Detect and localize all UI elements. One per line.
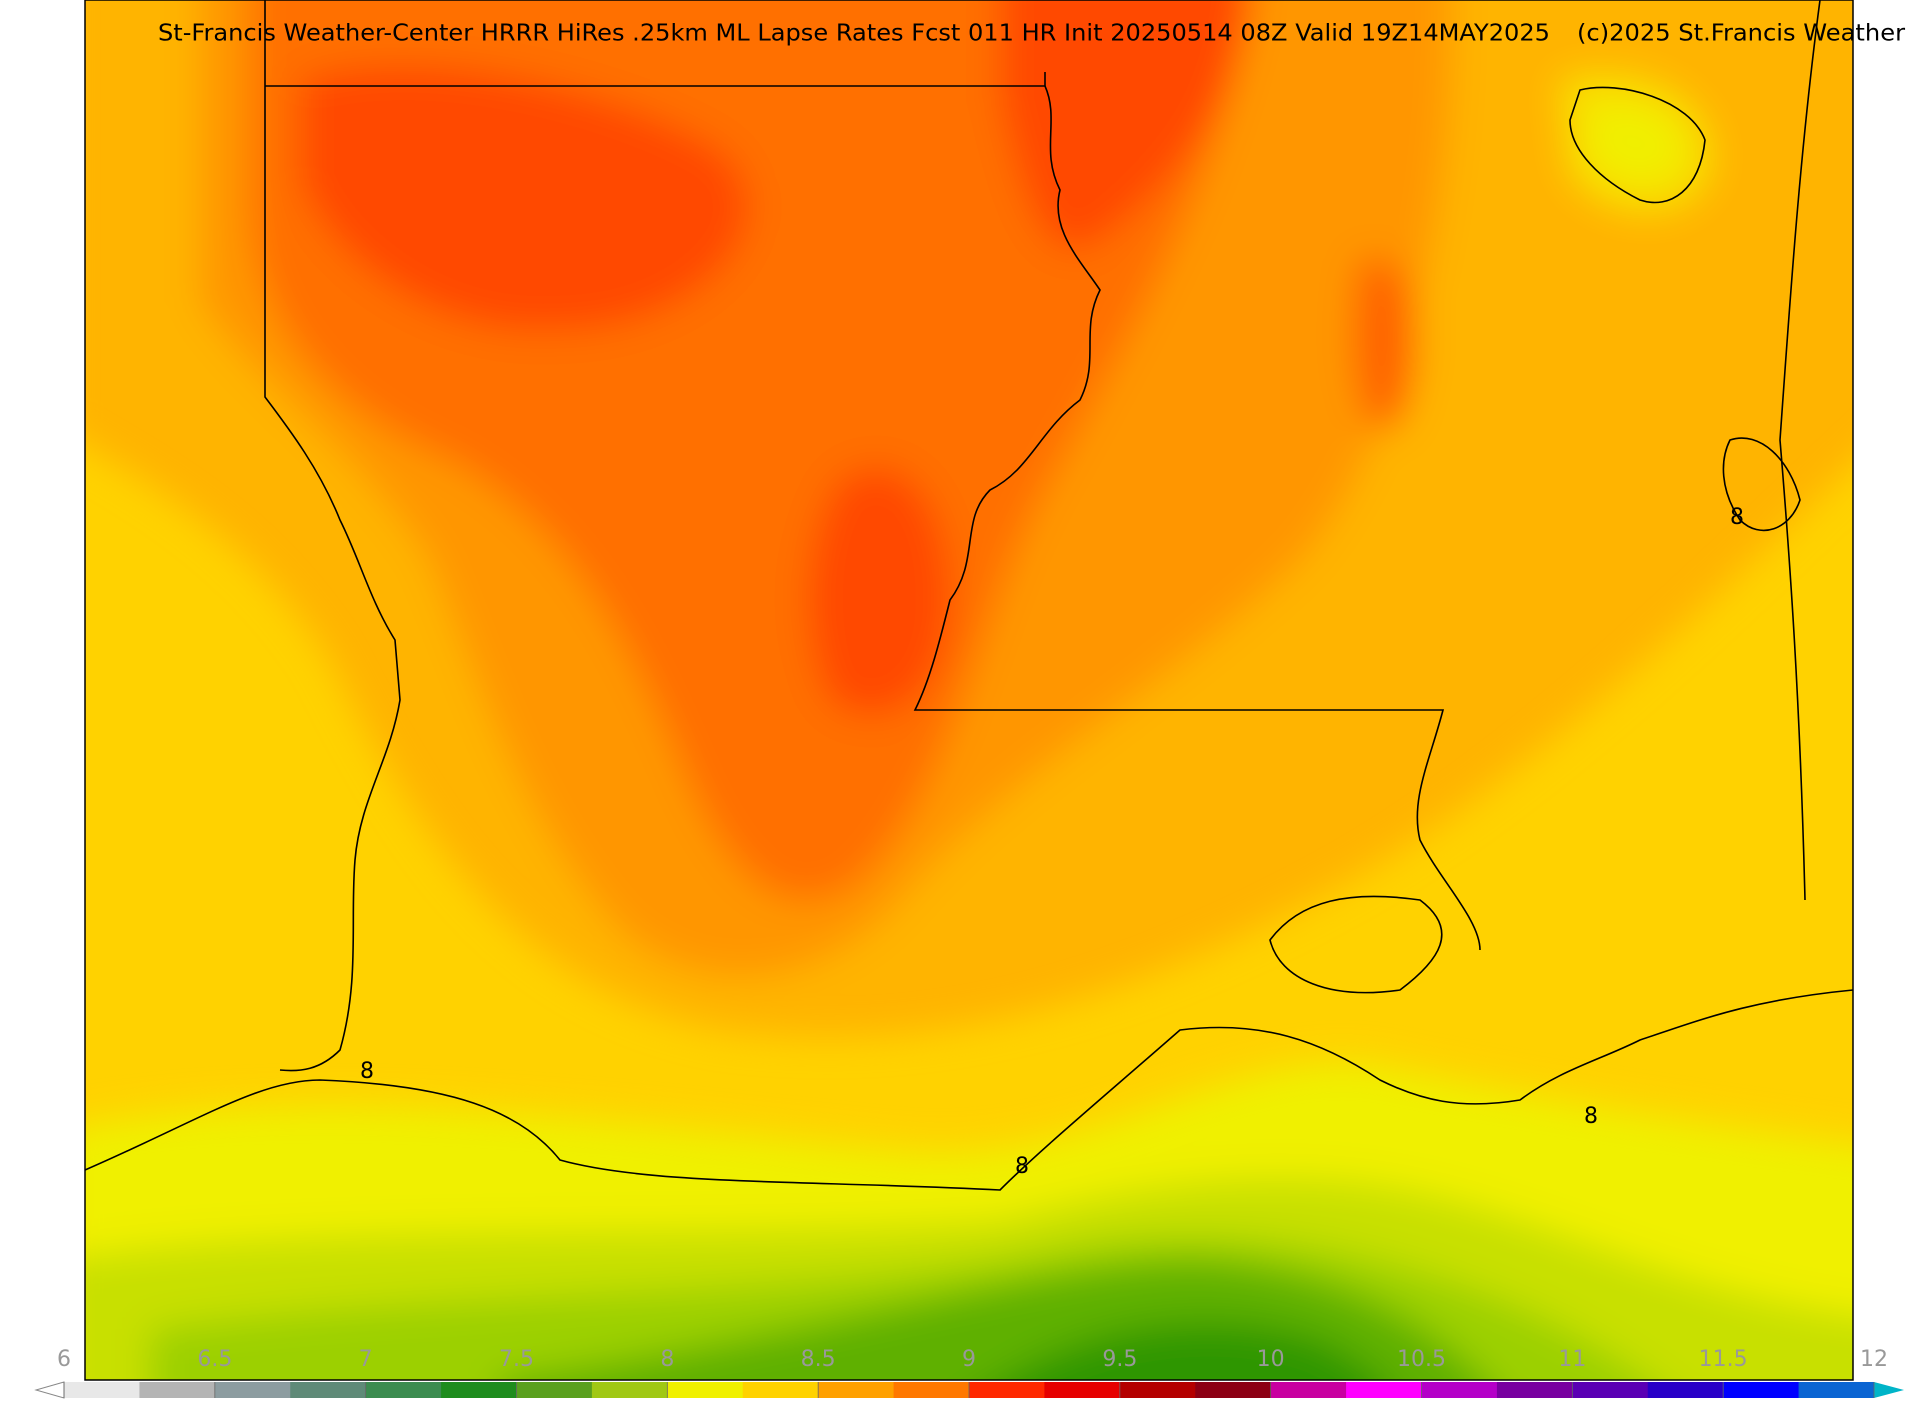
colorbar-tick-label: 9.5 — [1102, 1347, 1137, 1372]
colorbar-tick-label: 10 — [1257, 1347, 1285, 1372]
colorbar-segment — [1723, 1382, 1800, 1398]
colorbar-tick-label: 8 — [660, 1347, 674, 1372]
colorbar-tick-label: 7.5 — [499, 1347, 534, 1372]
colorbar-segment — [1647, 1382, 1724, 1398]
colorbar-segment — [290, 1382, 367, 1398]
colorbar-segment — [818, 1382, 895, 1398]
colorbar-segment — [1270, 1382, 1347, 1398]
colorbar-segment — [1346, 1382, 1422, 1398]
colorbar-segment — [365, 1382, 442, 1398]
field-shading — [85, 0, 1853, 1380]
field — [85, 0, 1853, 1380]
colorbar-segment — [214, 1382, 291, 1398]
colorbar-segment — [1798, 1382, 1875, 1398]
map-title: St-Francis Weather-Center HRRR HiRes .25… — [158, 21, 1550, 47]
colorbar-segment — [1195, 1382, 1272, 1398]
contour-label: 8 — [1730, 505, 1744, 530]
colorbar-tick-label: 7 — [359, 1347, 373, 1372]
colorbar-over — [1874, 1382, 1904, 1398]
colorbar-tick-label: 9 — [962, 1347, 976, 1372]
colorbar-segment — [969, 1382, 1045, 1398]
colorbar-tick-label: 6.5 — [197, 1347, 232, 1372]
colorbar-segment — [516, 1382, 593, 1398]
map-frame — [84, 0, 1854, 1381]
colorbar-segment — [441, 1382, 517, 1398]
colorbar-segment — [742, 1382, 819, 1398]
colorbar-tick-label: 11 — [1558, 1347, 1586, 1372]
colorbar-tick-label: 12 — [1860, 1347, 1888, 1372]
boundaries — [85, 0, 1853, 1191]
contour-label: 8 — [1015, 1154, 1029, 1179]
colorbar-tick-label: 6 — [57, 1347, 71, 1372]
colorbar-segment — [1496, 1382, 1573, 1398]
colorbar-under — [34, 1381, 65, 1399]
colorbar-segment — [139, 1382, 216, 1398]
colorbar-tick-label: 8.5 — [801, 1347, 836, 1372]
colorbar-segment — [893, 1382, 970, 1398]
colorbar-segment — [1044, 1382, 1121, 1398]
colorbar-segment — [1572, 1382, 1649, 1398]
colorbar-segment — [1421, 1382, 1498, 1398]
map-credit: (c)2025 St.Francis Weather — [1577, 21, 1906, 47]
contour-label: 8 — [1584, 1104, 1598, 1129]
colorbar-tick-label: 10.5 — [1397, 1347, 1446, 1372]
colorbar-segment — [1119, 1382, 1196, 1398]
colorbar-segment — [64, 1382, 140, 1398]
colorbar-segment — [591, 1382, 668, 1398]
colorbar-tick-label: 11.5 — [1699, 1347, 1748, 1372]
colorbar-segment — [667, 1382, 744, 1398]
contour-label: 8 — [360, 1059, 374, 1084]
